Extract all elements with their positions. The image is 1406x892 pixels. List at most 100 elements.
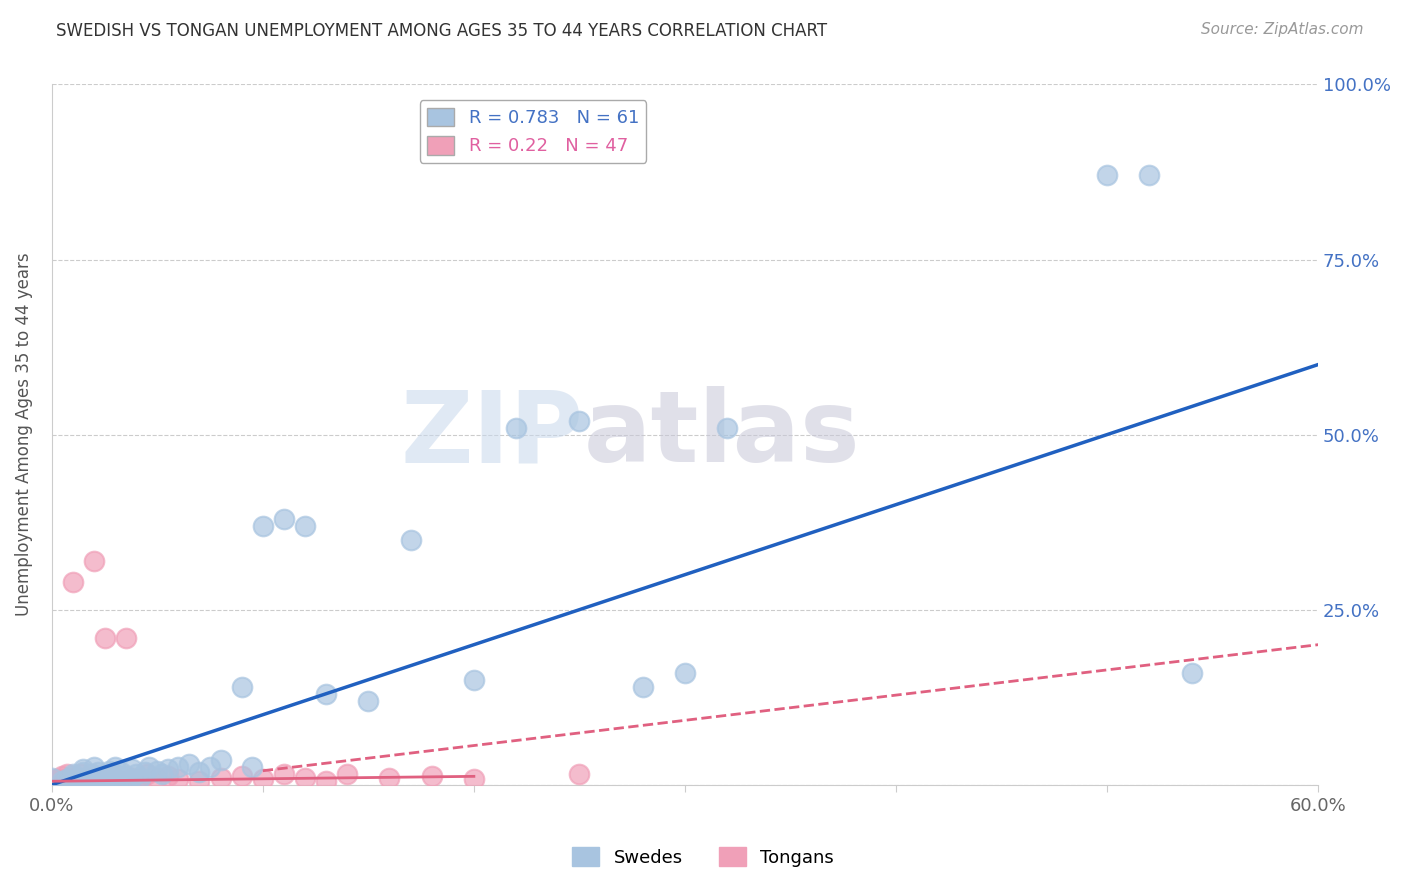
- Point: [252, 772, 274, 786]
- Point: [58, 774, 80, 789]
- Point: [51, 774, 73, 789]
- Point: [49, 774, 72, 789]
- Point: [110, 774, 132, 789]
- Point: [97, 764, 120, 778]
- Point: [80, 767, 103, 781]
- Point: [83, 775, 105, 789]
- Point: [93, 774, 115, 789]
- Point: [1095, 169, 1118, 183]
- Point: [399, 533, 422, 547]
- Point: [198, 760, 221, 774]
- Point: [97, 769, 120, 783]
- Text: SWEDISH VS TONGAN UNEMPLOYMENT AMONG AGES 35 TO 44 YEARS CORRELATION CHART: SWEDISH VS TONGAN UNEMPLOYMENT AMONG AGE…: [56, 22, 827, 40]
- Point: [273, 767, 295, 781]
- Point: [58, 775, 80, 789]
- Text: Source: ZipAtlas.com: Source: ZipAtlas.com: [1201, 22, 1364, 37]
- Point: [79, 772, 101, 786]
- Point: [72, 774, 94, 789]
- Point: [134, 765, 156, 780]
- Point: [129, 772, 152, 786]
- Point: [240, 760, 263, 774]
- Point: [631, 680, 654, 694]
- Point: [463, 673, 485, 687]
- Point: [336, 767, 359, 781]
- Point: [156, 769, 179, 783]
- Point: [125, 767, 148, 781]
- Point: [67, 772, 90, 786]
- Point: [62, 774, 84, 789]
- Point: [108, 771, 131, 785]
- Point: [41, 774, 63, 789]
- Point: [121, 771, 143, 785]
- Point: [716, 420, 738, 434]
- Point: [150, 767, 173, 781]
- Point: [156, 762, 179, 776]
- Point: [315, 687, 337, 701]
- Text: ZIP: ZIP: [401, 386, 583, 483]
- Point: [67, 775, 90, 789]
- Point: [53, 772, 76, 786]
- Point: [55, 767, 77, 781]
- Point: [315, 774, 337, 789]
- Point: [79, 772, 101, 787]
- Point: [231, 680, 253, 694]
- Point: [87, 771, 110, 785]
- Point: [167, 772, 190, 786]
- Point: [62, 773, 84, 788]
- Point: [83, 772, 105, 786]
- Point: [118, 772, 141, 786]
- Point: [72, 762, 94, 776]
- Point: [96, 774, 118, 789]
- Legend: Swedes, Tongans: Swedes, Tongans: [565, 840, 841, 874]
- Point: [114, 769, 136, 783]
- Point: [357, 694, 380, 708]
- Point: [104, 767, 127, 781]
- Point: [125, 774, 148, 789]
- Point: [55, 772, 77, 786]
- Point: [41, 771, 63, 785]
- Point: [378, 771, 401, 785]
- Y-axis label: Unemployment Among Ages 35 to 44 years: Unemployment Among Ages 35 to 44 years: [15, 252, 32, 616]
- Point: [100, 772, 122, 786]
- Point: [62, 767, 84, 781]
- Point: [146, 764, 169, 778]
- Point: [188, 765, 211, 780]
- Point: [58, 771, 80, 785]
- Point: [87, 765, 110, 780]
- Point: [294, 771, 316, 785]
- Point: [72, 765, 94, 780]
- Point: [110, 765, 132, 780]
- Point: [129, 771, 152, 785]
- Point: [83, 774, 105, 789]
- Point: [66, 771, 89, 785]
- Point: [1180, 665, 1202, 680]
- Point: [673, 665, 696, 680]
- Point: [83, 760, 105, 774]
- Point: [294, 518, 316, 533]
- Point: [209, 753, 232, 767]
- Point: [177, 756, 200, 771]
- Point: [138, 760, 160, 774]
- Point: [93, 768, 115, 782]
- Point: [59, 772, 82, 786]
- Point: [93, 631, 115, 645]
- Point: [188, 774, 211, 789]
- Point: [209, 771, 232, 785]
- Legend: R = 0.783   N = 61, R = 0.22   N = 47: R = 0.783 N = 61, R = 0.22 N = 47: [420, 101, 647, 162]
- Point: [463, 772, 485, 786]
- Text: atlas: atlas: [583, 386, 860, 483]
- Point: [121, 762, 143, 776]
- Point: [114, 631, 136, 645]
- Point: [231, 769, 253, 783]
- Point: [89, 773, 111, 788]
- Point: [87, 769, 110, 783]
- Point: [72, 771, 94, 785]
- Point: [75, 771, 97, 785]
- Point: [135, 767, 157, 781]
- Point: [45, 772, 67, 786]
- Point: [568, 767, 591, 781]
- Point: [252, 518, 274, 533]
- Point: [104, 772, 127, 786]
- Point: [568, 414, 591, 428]
- Point: [51, 769, 73, 783]
